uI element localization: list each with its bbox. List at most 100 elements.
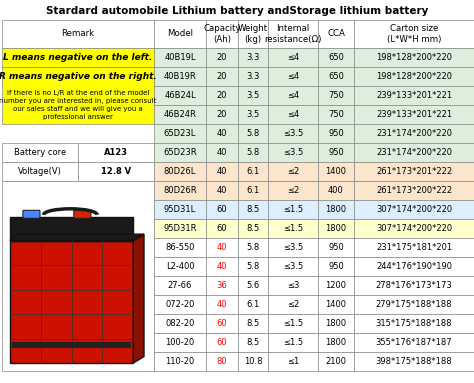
- Text: 231*175*181*201: 231*175*181*201: [376, 243, 452, 252]
- Bar: [154, 162, 206, 181]
- Bar: [206, 181, 238, 200]
- Text: Remark: Remark: [62, 29, 94, 39]
- Text: ≤3.5: ≤3.5: [283, 262, 303, 271]
- Text: 40B19R: 40B19R: [164, 72, 196, 81]
- Bar: [268, 257, 318, 276]
- Text: 40: 40: [217, 129, 227, 138]
- Bar: [318, 162, 354, 181]
- Text: 110-20: 110-20: [165, 357, 195, 366]
- Text: ≤2: ≤2: [287, 186, 299, 195]
- Text: ≤1.5: ≤1.5: [283, 224, 303, 233]
- Text: 36: 36: [217, 281, 228, 290]
- Text: 950: 950: [328, 243, 344, 252]
- Text: Voltage(V): Voltage(V): [18, 167, 62, 176]
- Text: 261*173*201*222: 261*173*201*222: [376, 167, 452, 176]
- Text: Model: Model: [167, 29, 193, 39]
- Bar: [238, 257, 268, 276]
- Bar: [154, 314, 206, 333]
- Text: ≤2: ≤2: [287, 300, 299, 309]
- Text: 40: 40: [217, 186, 227, 195]
- Bar: [354, 162, 474, 181]
- Text: Carton size
(L*W*H mm): Carton size (L*W*H mm): [387, 24, 441, 44]
- Text: 750: 750: [328, 91, 344, 100]
- Bar: [268, 295, 318, 314]
- Text: 355*176*187*187: 355*176*187*187: [376, 338, 452, 347]
- Text: 950: 950: [328, 129, 344, 138]
- Bar: [206, 67, 238, 86]
- Text: 40: 40: [217, 243, 227, 252]
- Text: 072-20: 072-20: [165, 300, 195, 309]
- Text: 20: 20: [217, 53, 227, 62]
- Text: ≤2: ≤2: [287, 167, 299, 176]
- Bar: [2, 181, 154, 371]
- Bar: [12, 342, 131, 348]
- Text: 80D26L: 80D26L: [164, 167, 196, 176]
- Text: ≤4: ≤4: [287, 110, 299, 119]
- Bar: [206, 219, 238, 238]
- Bar: [238, 276, 268, 295]
- Bar: [354, 238, 474, 257]
- Bar: [268, 276, 318, 295]
- Bar: [318, 20, 354, 48]
- Text: 5.8: 5.8: [246, 148, 260, 157]
- Polygon shape: [10, 234, 144, 241]
- Text: CCA: CCA: [327, 29, 345, 39]
- Text: Stardard automobile Lithium battery andStorage lithium battery: Stardard automobile Lithium battery andS…: [46, 6, 428, 16]
- Bar: [154, 276, 206, 295]
- Text: 231*174*200*220: 231*174*200*220: [376, 148, 452, 157]
- Text: ≤3.5: ≤3.5: [283, 243, 303, 252]
- Bar: [238, 352, 268, 371]
- Text: 2100: 2100: [326, 357, 346, 366]
- FancyBboxPatch shape: [74, 210, 91, 218]
- Text: 95D31R: 95D31R: [163, 224, 197, 233]
- Bar: [2, 20, 154, 48]
- Text: 60: 60: [217, 205, 228, 214]
- Bar: [354, 67, 474, 86]
- Text: 5.6: 5.6: [246, 281, 260, 290]
- Bar: [318, 238, 354, 257]
- Bar: [318, 200, 354, 219]
- Text: 950: 950: [328, 262, 344, 271]
- Text: 3.5: 3.5: [246, 110, 260, 119]
- Text: 750: 750: [328, 110, 344, 119]
- Bar: [238, 20, 268, 48]
- Bar: [2, 48, 154, 67]
- Text: Capacity
(Ah): Capacity (Ah): [203, 24, 241, 44]
- Bar: [268, 200, 318, 219]
- Bar: [354, 181, 474, 200]
- Bar: [354, 333, 474, 352]
- Text: 12.8 V: 12.8 V: [101, 167, 131, 176]
- Bar: [268, 333, 318, 352]
- Text: 1800: 1800: [326, 224, 346, 233]
- Bar: [268, 219, 318, 238]
- Bar: [238, 105, 268, 124]
- Bar: [318, 105, 354, 124]
- Bar: [268, 48, 318, 67]
- Text: 8.5: 8.5: [246, 224, 260, 233]
- Bar: [318, 352, 354, 371]
- Bar: [206, 314, 238, 333]
- Bar: [206, 257, 238, 276]
- Text: ≤1: ≤1: [287, 357, 299, 366]
- Bar: [318, 219, 354, 238]
- Bar: [154, 86, 206, 105]
- Text: 8.5: 8.5: [246, 338, 260, 347]
- Text: ≤4: ≤4: [287, 53, 299, 62]
- Bar: [154, 200, 206, 219]
- Bar: [206, 295, 238, 314]
- Text: ≤3: ≤3: [287, 281, 299, 290]
- Bar: [154, 20, 206, 48]
- Text: 198*128*200*220: 198*128*200*220: [376, 72, 452, 81]
- Bar: [238, 333, 268, 352]
- Bar: [206, 200, 238, 219]
- Bar: [268, 20, 318, 48]
- Text: 239*133*201*221: 239*133*201*221: [376, 110, 452, 119]
- Text: 40: 40: [217, 300, 227, 309]
- Text: ≤3.5: ≤3.5: [283, 129, 303, 138]
- Text: 1800: 1800: [326, 338, 346, 347]
- Text: 20: 20: [217, 91, 227, 100]
- Text: Weight
(kg): Weight (kg): [238, 24, 268, 44]
- Text: 400: 400: [328, 186, 344, 195]
- Text: A123: A123: [104, 148, 128, 157]
- Bar: [154, 352, 206, 371]
